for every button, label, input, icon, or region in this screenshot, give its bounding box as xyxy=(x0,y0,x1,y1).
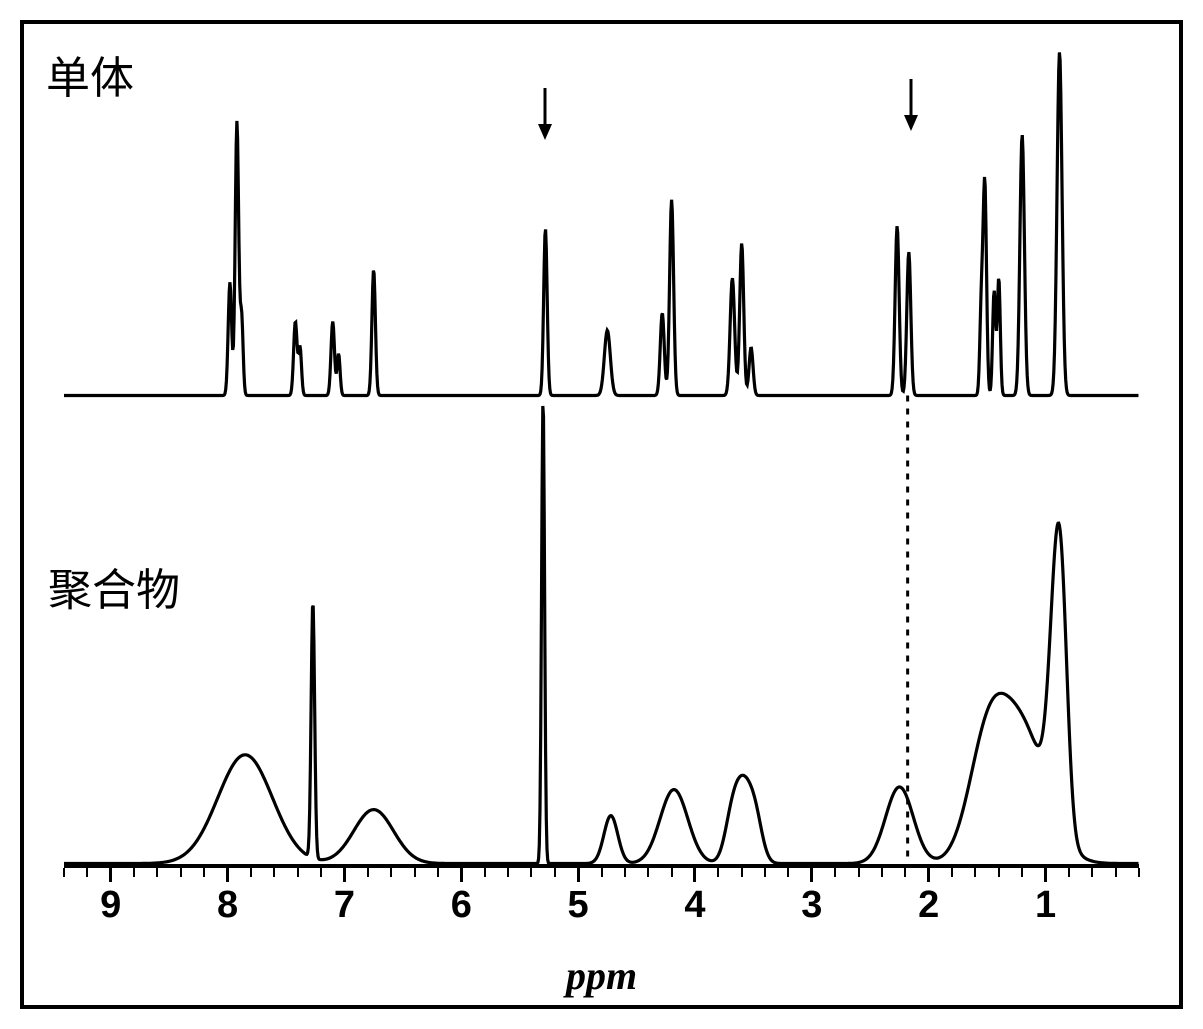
tick-label: 6 xyxy=(431,884,491,927)
minor-tick xyxy=(881,868,883,877)
minor-tick xyxy=(904,868,906,877)
tick-label: 5 xyxy=(548,884,608,927)
major-tick xyxy=(226,868,229,882)
tick-label: 4 xyxy=(665,884,725,927)
minor-tick xyxy=(974,868,976,877)
minor-tick xyxy=(297,868,299,877)
major-tick xyxy=(1044,868,1047,882)
minor-tick xyxy=(484,868,486,877)
minor-tick xyxy=(787,868,789,877)
tick-label: 2 xyxy=(899,884,959,927)
minor-tick xyxy=(554,868,556,877)
minor-tick xyxy=(1115,868,1117,877)
down-arrow-2 xyxy=(902,79,920,135)
minor-tick xyxy=(671,868,673,877)
minor-tick xyxy=(367,868,369,877)
minor-tick xyxy=(133,868,135,877)
minor-tick xyxy=(1068,868,1070,877)
minor-tick xyxy=(764,868,766,877)
minor-tick xyxy=(951,868,953,877)
minor-tick xyxy=(414,868,416,877)
minor-tick xyxy=(203,868,205,877)
minor-tick xyxy=(1021,868,1023,877)
major-tick xyxy=(577,868,580,882)
major-tick xyxy=(343,868,346,882)
tick-label: 1 xyxy=(1016,884,1076,927)
minor-tick xyxy=(1138,868,1140,877)
down-arrow-1 xyxy=(536,88,554,144)
tick-label: 7 xyxy=(314,884,374,927)
tick-label: 8 xyxy=(198,884,258,927)
minor-tick xyxy=(437,868,439,877)
major-tick xyxy=(460,868,463,882)
trace-polymer xyxy=(64,406,1139,864)
minor-tick xyxy=(250,868,252,877)
bottom-trace-label: 聚合物 xyxy=(48,554,180,618)
x-axis-title: ppm xyxy=(24,952,1179,999)
plot-area: 单体 聚合物 xyxy=(64,44,1139,914)
minor-tick xyxy=(834,868,836,877)
minor-tick xyxy=(86,868,88,877)
minor-tick xyxy=(717,868,719,877)
major-tick xyxy=(810,868,813,882)
minor-tick xyxy=(998,868,1000,877)
minor-tick xyxy=(601,868,603,877)
major-tick xyxy=(109,868,112,882)
major-tick xyxy=(693,868,696,882)
top-trace-label: 单体 xyxy=(46,42,134,106)
minor-tick xyxy=(858,868,860,877)
spectra-svg xyxy=(64,44,1139,914)
minor-tick xyxy=(624,868,626,877)
minor-tick xyxy=(180,868,182,877)
minor-tick xyxy=(156,868,158,877)
minor-tick xyxy=(390,868,392,877)
tick-label: 3 xyxy=(782,884,842,927)
minor-tick xyxy=(741,868,743,877)
tick-label: 9 xyxy=(81,884,141,927)
trace-monomer xyxy=(64,52,1139,395)
minor-tick xyxy=(647,868,649,877)
minor-tick xyxy=(507,868,509,877)
minor-tick xyxy=(1091,868,1093,877)
figure-frame: 单体 聚合物 9 8 7 6 5 4 3 2 1 ppm xyxy=(20,20,1183,1009)
major-tick xyxy=(927,868,930,882)
minor-tick xyxy=(63,868,65,877)
minor-tick xyxy=(530,868,532,877)
minor-tick xyxy=(320,868,322,877)
minor-tick xyxy=(273,868,275,877)
